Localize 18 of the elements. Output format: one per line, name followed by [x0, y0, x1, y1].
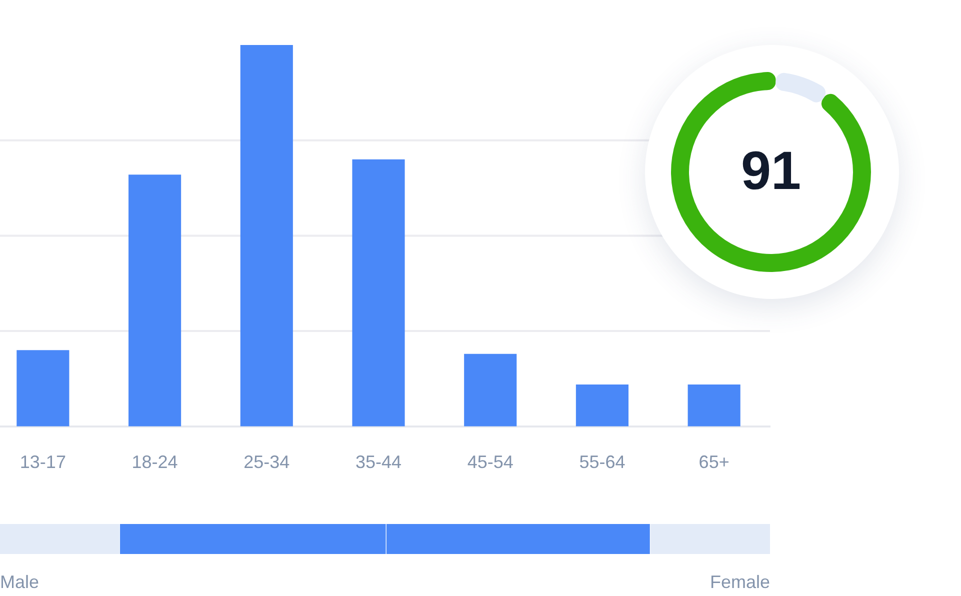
bar [128, 174, 182, 426]
x-tick-label: 25-34 [244, 452, 290, 472]
bar [576, 384, 628, 426]
text: Male [0, 572, 40, 592]
x-tick-label: 13-17 [20, 452, 66, 472]
bar [464, 354, 517, 426]
x-tick-label: 35-44 [355, 452, 402, 472]
x-tick-label: 45-54 [467, 452, 514, 472]
bar [16, 350, 70, 426]
x-tick-label: 18-24 [132, 452, 178, 472]
bar [240, 45, 293, 426]
bar [0, 524, 120, 554]
bar [688, 384, 740, 426]
x-tick-label: 55-64 [579, 452, 626, 472]
annotation: 91 [740, 140, 802, 201]
x-tick-label: 65+ [698, 452, 730, 472]
bar [352, 159, 405, 426]
text: Female [710, 572, 770, 592]
